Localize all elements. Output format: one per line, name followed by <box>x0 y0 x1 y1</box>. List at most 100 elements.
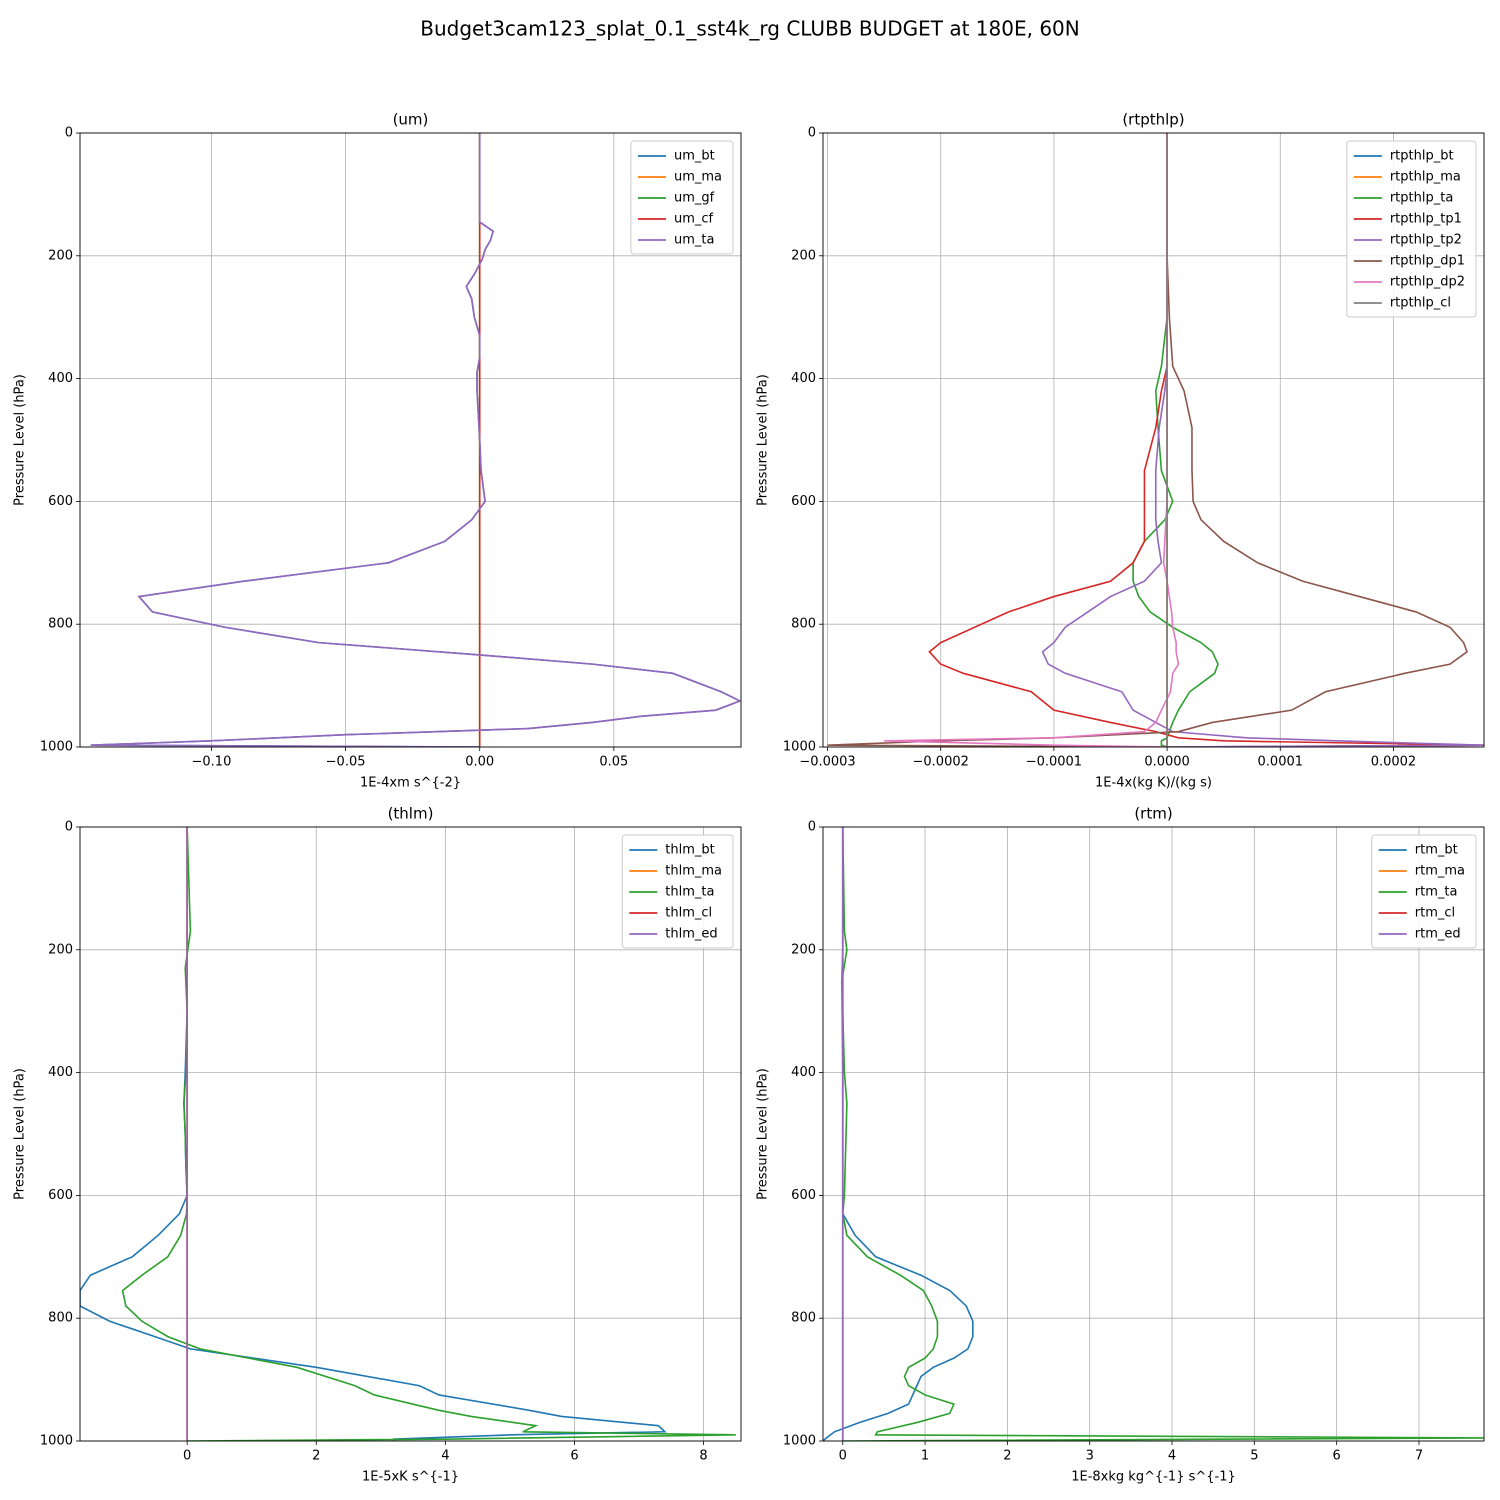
axes-frame <box>822 826 1485 1442</box>
legend-label: rtpthlp_bt <box>1390 149 1454 164</box>
x-tick-label: 7 <box>1415 1449 1423 1464</box>
y-tick-label: 400 <box>791 371 816 386</box>
x-axis-label: 1E-4x(kg K)/(kg s) <box>1095 776 1212 791</box>
legend-label: rtpthlp_tp2 <box>1390 233 1462 248</box>
legend-label: thlm_ma <box>665 864 722 879</box>
legend-label: rtpthlp_dp2 <box>1390 275 1465 290</box>
y-tick-label: 400 <box>791 1065 816 1080</box>
x-tick-label: −0.10 <box>192 755 232 770</box>
x-tick-label: 4 <box>1168 1449 1176 1464</box>
subplot: (um) −0.10 −0.05 0.00 0.05 0 200 400 600 800 1000 1… <box>13 111 742 791</box>
legend-label: um_bt <box>674 149 715 164</box>
legend-label: rtm_ma <box>1415 864 1465 879</box>
y-tick-label: 1000 <box>783 740 816 755</box>
legend-frame <box>630 140 734 255</box>
legend-label: rtm_bt <box>1415 843 1458 858</box>
subplot-title: (rtpthlp) <box>1122 111 1184 129</box>
legend-label: rtpthlp_ma <box>1390 170 1461 185</box>
subplot: (rtpthlp) −0.0003 −0.0002 −0.0001 0.0000 0.00… <box>756 111 1485 791</box>
legend-frame <box>1346 140 1477 318</box>
legend-label: um_cf <box>674 212 714 227</box>
subplot-title: (um) <box>393 111 429 129</box>
legend-label: um_gf <box>674 191 715 206</box>
y-tick-label: 0 <box>65 820 73 835</box>
y-tick-label: 600 <box>48 1188 73 1203</box>
legend: rtpthlp_bt rtpthlp_ma rtpthlp_ta rtpthlp_tp… <box>1346 140 1477 318</box>
x-tick-label: 0.0002 <box>1371 755 1417 770</box>
legend-label: thlm_bt <box>665 843 714 858</box>
x-tick-label: 4 <box>441 1449 449 1464</box>
y-tick-label: 600 <box>48 494 73 509</box>
y-tick-label: 200 <box>48 248 73 263</box>
x-tick-label: 6 <box>570 1449 578 1464</box>
legend-label: thlm_ed <box>665 927 717 942</box>
series-line <box>841 827 1484 1441</box>
series-line <box>80 827 667 1441</box>
x-tick-label: −0.05 <box>326 755 366 770</box>
figure-title: Budget3cam123_splat_0.1_sst4k_rg CLUBB B… <box>420 17 1079 41</box>
y-tick-label: 400 <box>48 1065 73 1080</box>
legend-label: rtm_ed <box>1415 927 1461 942</box>
y-tick-label: 600 <box>791 494 816 509</box>
x-tick-label: 0.05 <box>599 755 628 770</box>
legend-label: thlm_cl <box>665 906 712 921</box>
x-tick-label: 5 <box>1250 1449 1258 1464</box>
legend: um_bt um_ma um_gf um_cf um_ta <box>630 140 734 255</box>
legend-label: thlm_ta <box>665 885 714 900</box>
x-tick-label: 3 <box>1086 1449 1094 1464</box>
series-line <box>121 827 736 1441</box>
legend-label: rtpthlp_ta <box>1390 191 1453 206</box>
legend-label: rtpthlp_tp1 <box>1390 212 1462 227</box>
subplot: (thlm) 0 2 4 6 8 0 200 400 600 800 1000 1E-5xK s^{-1… <box>13 805 742 1485</box>
x-tick-label: 1 <box>921 1449 929 1464</box>
x-tick-label: 8 <box>699 1449 707 1464</box>
series-line <box>1132 133 1219 747</box>
x-tick-label: −0.0002 <box>913 755 969 770</box>
x-tick-label: 0 <box>839 1449 847 1464</box>
x-tick-label: 6 <box>1333 1449 1341 1464</box>
series-line <box>90 133 741 747</box>
y-tick-label: 800 <box>48 1311 73 1326</box>
legend-frame <box>621 834 734 949</box>
series-line <box>928 133 1484 747</box>
y-tick-label: 0 <box>65 126 73 141</box>
legend-label: rtm_cl <box>1415 906 1455 921</box>
legend-frame <box>1371 834 1477 949</box>
legend-label: rtpthlp_dp1 <box>1390 254 1465 269</box>
y-tick-label: 600 <box>791 1188 816 1203</box>
legend-label: rtpthlp_cl <box>1390 296 1451 311</box>
axes-frame <box>79 132 742 748</box>
legend-label: um_ta <box>674 233 714 248</box>
subplot-title: (thlm) <box>388 805 434 823</box>
y-tick-label: 800 <box>48 617 73 632</box>
subplot: (rtm) 0 1 2 3 4 5 6 7 0 200 400 600 800 1000 1E-8xkg kg… <box>756 805 1485 1485</box>
x-tick-label: 2 <box>312 1449 320 1464</box>
series-line <box>827 133 1468 747</box>
series-line <box>884 133 1180 747</box>
x-tick-label: 0.0001 <box>1258 755 1304 770</box>
axes-frame <box>79 826 742 1442</box>
subplot-title: (rtm) <box>1134 805 1172 823</box>
y-tick-label: 400 <box>48 371 73 386</box>
x-tick-label: 0.00 <box>465 755 494 770</box>
x-axis-label: 1E-4xm s^{-2} <box>360 776 461 791</box>
y-tick-label: 1000 <box>783 1434 816 1449</box>
x-tick-label: 2 <box>1003 1449 1011 1464</box>
legend-label: rtm_ta <box>1415 885 1458 900</box>
x-tick-label: −0.0003 <box>799 755 855 770</box>
y-tick-label: 800 <box>791 1311 816 1326</box>
y-axis-label: Pressure Level (hPa) <box>756 374 771 506</box>
y-tick-label: 0 <box>808 820 816 835</box>
x-tick-label: 0.0000 <box>1144 755 1190 770</box>
y-tick-label: 0 <box>808 126 816 141</box>
x-tick-label: −0.0001 <box>1026 755 1082 770</box>
y-axis-label: Pressure Level (hPa) <box>13 1068 28 1200</box>
y-tick-label: 200 <box>48 942 73 957</box>
axes-frame <box>822 132 1485 748</box>
legend: rtm_bt rtm_ma rtm_ta rtm_cl rtm_ed <box>1371 834 1477 949</box>
legend-label: um_ma <box>674 170 722 185</box>
legend: thlm_bt thlm_ma thlm_ta thlm_cl thlm_ed <box>621 834 734 949</box>
x-axis-label: 1E-8xkg kg^{-1} s^{-1} <box>1071 1470 1236 1485</box>
